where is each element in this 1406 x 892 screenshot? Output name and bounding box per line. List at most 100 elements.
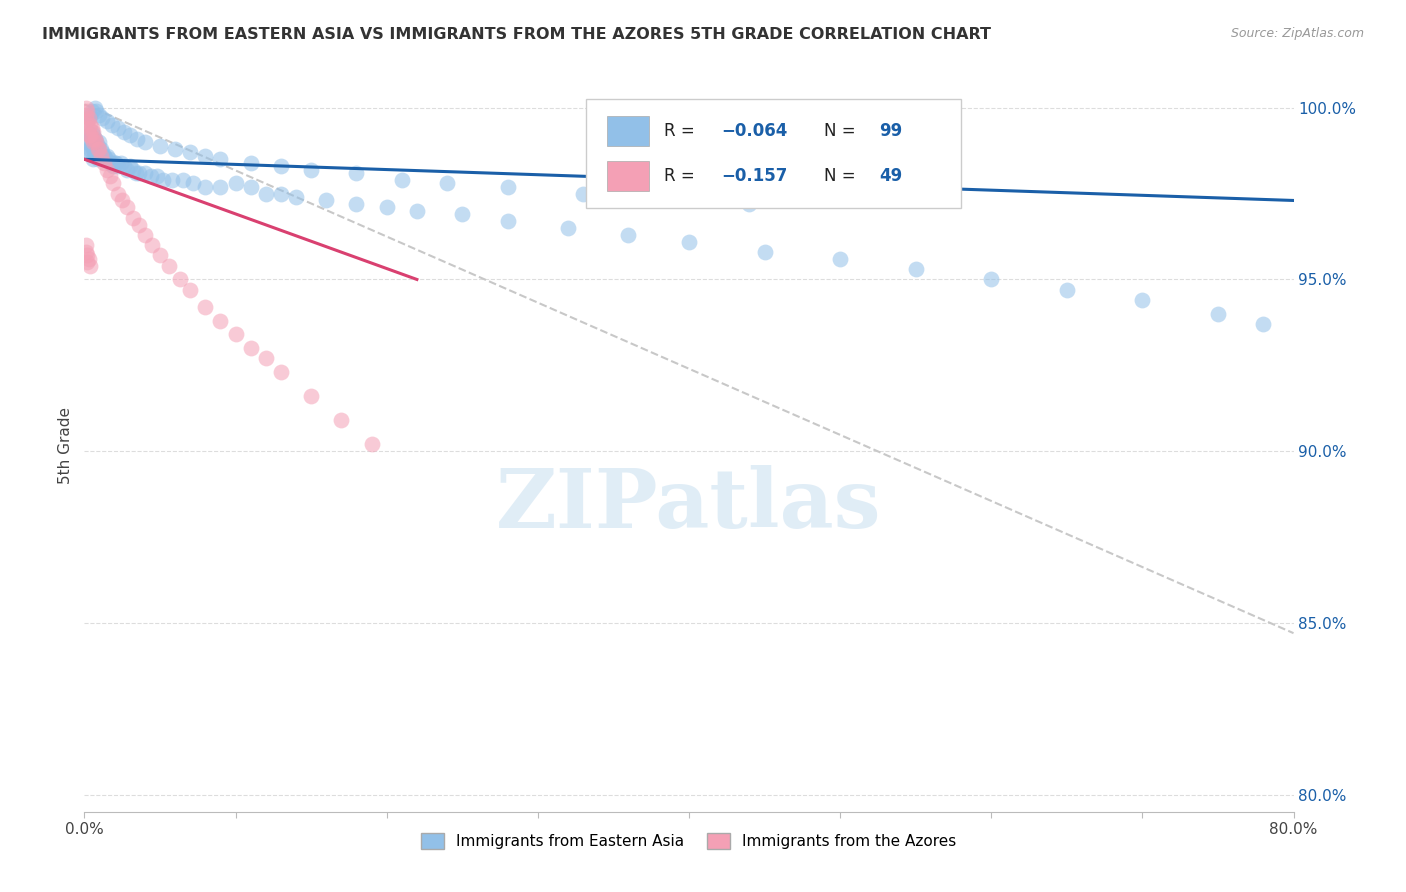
Point xyxy=(134,166,156,180)
Point xyxy=(436,176,458,190)
Point xyxy=(110,155,132,169)
Point xyxy=(557,221,579,235)
Point xyxy=(157,259,180,273)
Point xyxy=(239,179,262,194)
Point xyxy=(79,128,101,143)
Legend: Immigrants from Eastern Asia, Immigrants from the Azores: Immigrants from Eastern Asia, Immigrants… xyxy=(415,827,963,855)
Point xyxy=(82,128,104,143)
FancyBboxPatch shape xyxy=(586,99,962,209)
Point xyxy=(112,125,135,139)
Point xyxy=(346,166,368,180)
Point xyxy=(82,142,104,156)
Point xyxy=(76,114,98,128)
Point xyxy=(84,131,107,145)
Point xyxy=(678,235,700,249)
Point xyxy=(254,186,277,201)
Point xyxy=(270,186,292,201)
Point xyxy=(86,149,108,163)
Point xyxy=(360,437,382,451)
Point xyxy=(75,238,97,252)
Point xyxy=(100,155,122,169)
Point xyxy=(179,283,201,297)
Point xyxy=(617,227,640,242)
Point xyxy=(90,149,112,163)
Point xyxy=(209,179,232,194)
Point xyxy=(270,365,292,379)
Point xyxy=(139,169,162,184)
Bar xyxy=(607,116,650,146)
Point xyxy=(209,153,232,167)
Point xyxy=(648,190,671,204)
Point xyxy=(179,145,201,160)
Point xyxy=(93,155,115,169)
Point xyxy=(80,104,103,119)
Point xyxy=(315,194,337,208)
Point xyxy=(105,155,128,169)
Point xyxy=(86,135,108,149)
Point xyxy=(1253,317,1275,331)
Point xyxy=(101,176,124,190)
Point xyxy=(77,128,100,143)
Point xyxy=(391,173,413,187)
Point xyxy=(96,162,118,177)
Point xyxy=(115,200,138,214)
Point xyxy=(375,200,398,214)
Point xyxy=(87,153,110,167)
Point xyxy=(79,107,101,121)
Point xyxy=(496,214,519,228)
Point xyxy=(128,166,150,180)
Point xyxy=(125,166,148,180)
Point xyxy=(89,142,111,156)
Point xyxy=(107,121,129,136)
Point xyxy=(406,203,429,218)
Point xyxy=(91,111,114,125)
Point xyxy=(82,135,104,149)
Point xyxy=(254,351,277,366)
Point xyxy=(107,159,129,173)
Point xyxy=(128,218,150,232)
Point xyxy=(152,173,174,187)
Text: 99: 99 xyxy=(879,122,903,140)
Point xyxy=(84,131,107,145)
Point xyxy=(101,159,124,173)
Point xyxy=(121,211,143,225)
Point xyxy=(118,128,141,143)
Point xyxy=(270,159,292,173)
Point xyxy=(209,313,232,327)
Text: ZIPatlas: ZIPatlas xyxy=(496,465,882,544)
Point xyxy=(904,262,927,277)
Y-axis label: 5th Grade: 5th Grade xyxy=(58,408,73,484)
Text: R =: R = xyxy=(664,122,700,140)
Point xyxy=(77,121,100,136)
Text: −0.064: −0.064 xyxy=(721,122,787,140)
Point xyxy=(80,138,103,153)
Point xyxy=(77,145,100,160)
Point xyxy=(451,207,474,221)
Point xyxy=(299,162,322,177)
Point xyxy=(194,300,217,314)
Point xyxy=(87,142,110,156)
Point xyxy=(80,131,103,145)
Point xyxy=(84,145,107,160)
Text: R =: R = xyxy=(664,167,700,185)
Point xyxy=(107,186,129,201)
Point xyxy=(285,190,308,204)
Point xyxy=(239,341,262,355)
Point xyxy=(94,153,117,167)
Point xyxy=(82,153,104,167)
Point xyxy=(111,194,134,208)
Point xyxy=(91,145,114,160)
Point xyxy=(79,259,101,273)
Point xyxy=(90,142,112,156)
Point xyxy=(127,131,149,145)
Point xyxy=(496,179,519,194)
Point xyxy=(98,155,121,169)
Point xyxy=(572,186,595,201)
Point xyxy=(112,159,135,173)
Point xyxy=(980,272,1002,286)
Point xyxy=(77,111,100,125)
Point xyxy=(134,227,156,242)
Point xyxy=(76,248,98,262)
Point xyxy=(77,252,100,266)
Text: 49: 49 xyxy=(879,167,903,185)
